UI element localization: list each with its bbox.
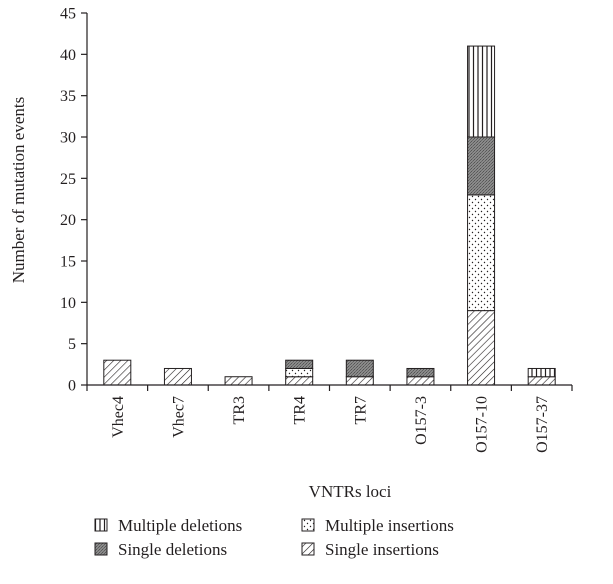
bar-segment-tr4-multiple-insertions [285, 367, 314, 378]
legend-swatch-multiple-insertions [301, 518, 315, 532]
bar-segment-o157-37-single-insertions [527, 376, 556, 386]
x-tick-label: O157-10 [474, 396, 491, 453]
bar-segment-tr7-single-insertions [345, 376, 374, 386]
legend-label-multiple-deletions: Multiple deletions [118, 516, 242, 535]
y-tick-label: 15 [60, 254, 76, 271]
x-tick-label: Vhec4 [110, 396, 127, 438]
x-tick-label: TR4 [292, 396, 309, 424]
bar-segment-o157-3-single-insertions [406, 376, 435, 386]
bar-segment-o157-10-single-insertions [467, 310, 496, 386]
legend-swatch-multiple-deletions [94, 518, 108, 532]
y-tick-label: 10 [60, 295, 76, 312]
y-tick-label: 30 [60, 130, 76, 147]
bar-segment-vhec7-single-insertions [163, 367, 192, 386]
legend-swatch-single-insertions [301, 542, 315, 556]
y-tick-label: 35 [60, 88, 76, 105]
y-tick-label: 5 [68, 336, 76, 353]
axes-layer: 0 5 10 15 20 25 30 35 40 45 Vhec4 Vhec7 TR3 TR4 TR7 O15… [60, 6, 573, 453]
y-tick-label: 0 [68, 378, 76, 395]
y-tick-label: 40 [60, 47, 76, 64]
legend-swatch-single-deletions [94, 542, 108, 556]
bar-segment-o157-10-multiple-insertions [467, 194, 496, 312]
bar-segment-o157-37-multiple-deletions [527, 367, 556, 378]
bar-segment-tr4-single-insertions [285, 376, 314, 386]
bar-segment-o157-10-single-deletions [467, 136, 496, 196]
x-tick-label: O157-3 [413, 396, 430, 445]
y-tick-label: 45 [60, 6, 76, 23]
x-axis-title: VNTRs loci [309, 482, 392, 501]
bar-segment-vhec4-single-insertions [103, 359, 132, 386]
y-tick-label: 20 [60, 212, 76, 229]
legend: Multiple deletions Multiple insertions Sin… [94, 516, 454, 559]
x-tick-label: TR3 [231, 396, 248, 424]
bar-segment-o157-3-single-deletions [406, 367, 435, 378]
bar-segment-tr7-single-deletions [345, 359, 374, 378]
x-tick-label: TR7 [352, 396, 369, 424]
bar-segment-tr4-single-deletions [285, 359, 314, 369]
bar-segment-tr3-single-insertions [224, 376, 253, 386]
y-tick-label: 25 [60, 171, 76, 188]
legend-label-single-insertions: Single insertions [325, 540, 439, 559]
y-axis-title: Number of mutation events [9, 97, 28, 284]
x-tick-label: O157-37 [534, 396, 551, 453]
legend-label-single-deletions: Single deletions [118, 540, 227, 559]
legend-label-multiple-insertions: Multiple insertions [325, 516, 454, 535]
bar-segment-o157-10-multiple-deletions [467, 45, 496, 138]
bars-layer [103, 45, 556, 386]
x-tick-label: Vhec7 [170, 396, 187, 438]
